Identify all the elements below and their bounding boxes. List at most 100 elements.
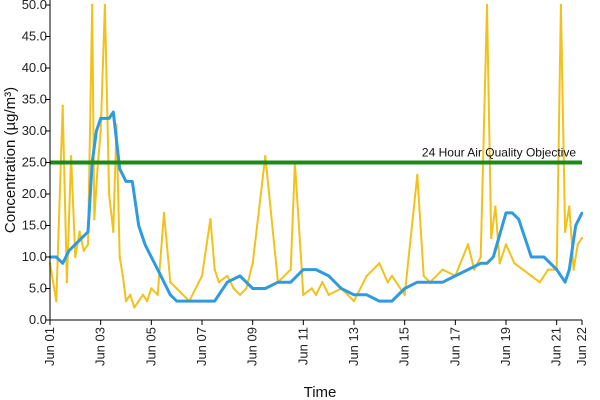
- x-tick-label: Jun 13: [346, 327, 361, 366]
- hourly-series-point: [568, 205, 571, 208]
- average-series-point: [555, 268, 558, 271]
- hourly-series-point: [466, 243, 470, 246]
- hourly-series-point: [103, 3, 107, 7]
- average-series-point: [131, 180, 134, 183]
- hourly-series-point: [118, 255, 121, 259]
- x-tick-label: Jun 05: [143, 327, 158, 366]
- hourly-series-point: [416, 173, 419, 177]
- hourly-series-point: [82, 249, 86, 252]
- average-series-point: [340, 287, 343, 290]
- average-series-point: [416, 281, 419, 284]
- hourly-series-point: [504, 243, 508, 246]
- hourly-series-point: [386, 281, 389, 284]
- y-tick-label: 50.0: [22, 0, 47, 12]
- hourly-series-point: [112, 230, 115, 233]
- hourly-series-point: [175, 287, 178, 290]
- y-tick-label: 30.0: [22, 123, 47, 138]
- average-series-point: [568, 268, 571, 271]
- hourly-series-point: [513, 262, 516, 265]
- y-tick-label: 25.0: [22, 155, 47, 170]
- average-series-point: [143, 243, 147, 246]
- average-series-point: [124, 180, 128, 183]
- hourly-series-point: [217, 281, 221, 284]
- average-series-point: [504, 211, 508, 215]
- y-tick-label: 20.0: [22, 186, 47, 201]
- y-tick-label: 0.0: [29, 312, 47, 327]
- hourly-series-point: [238, 293, 242, 296]
- average-series-point: [55, 255, 58, 259]
- average-series-point: [378, 299, 381, 303]
- hourly-series-point: [61, 104, 64, 108]
- hourly-series-point: [559, 3, 563, 7]
- average-series-point: [276, 281, 280, 284]
- hourly-series-point: [78, 230, 81, 233]
- hourly-series-point: [209, 218, 212, 221]
- hourly-series-point: [310, 287, 313, 290]
- y-tick-label: 45.0: [22, 29, 47, 44]
- x-tick-label: Jun 15: [397, 327, 412, 366]
- hourly-series-point: [245, 287, 248, 290]
- hourly-series-point: [232, 287, 235, 290]
- hourly-series-point: [251, 262, 254, 265]
- hourly-series-point: [547, 268, 550, 271]
- hourly-series-point: [107, 192, 111, 196]
- average-series-point: [511, 211, 514, 215]
- average-series-point: [99, 117, 102, 120]
- y-tick-label: 10.0: [22, 249, 47, 264]
- x-tick-label: Jun 09: [245, 327, 260, 366]
- average-series-point: [441, 281, 444, 284]
- hourly-series-point: [314, 293, 318, 296]
- hourly-series-point: [162, 211, 166, 215]
- hourly-series-point: [145, 299, 149, 303]
- hourly-series-point: [576, 243, 579, 246]
- axes-layer: [49, 0, 582, 321]
- average-series-point: [150, 255, 153, 259]
- average-series-point: [169, 293, 172, 296]
- hourly-series-point: [390, 274, 394, 278]
- hourly-series-point: [327, 293, 330, 296]
- hourly-series-point: [494, 205, 497, 208]
- average-series-point: [542, 255, 546, 259]
- average-series-point: [574, 224, 577, 227]
- hourly-series-point: [124, 299, 128, 303]
- average-series-point: [352, 293, 356, 296]
- average-series-point: [188, 299, 191, 303]
- average-series-point: [454, 274, 457, 278]
- x-tick-label: Jun 17: [447, 327, 462, 366]
- x-ticks: Jun 01 Jun 03 Jun 05 Jun 07 Jun 09 Jun 11 Jun …: [42, 320, 589, 366]
- average-series-point: [74, 243, 77, 246]
- average-series-point: [118, 167, 121, 170]
- average-series-point: [365, 293, 368, 296]
- hourly-series-point: [69, 155, 73, 158]
- hourly-series-point: [302, 293, 305, 296]
- hourly-series-point: [572, 268, 575, 271]
- hourly-series-point: [169, 281, 172, 284]
- average-series-point: [226, 281, 229, 284]
- average-series-point: [264, 287, 267, 290]
- objective-label: 24 Hour Air Quality Objective: [422, 146, 576, 160]
- average-series-point: [156, 268, 159, 271]
- hourly-series-point: [99, 129, 102, 133]
- hourly-series-point: [137, 299, 140, 303]
- hourly-series-point: [121, 274, 125, 278]
- x-tick-label: Jun 22: [574, 327, 589, 366]
- x-tick-label: Jun 01: [42, 327, 57, 366]
- hourly-series-point: [96, 167, 99, 170]
- average-series-point: [314, 268, 318, 271]
- average-series-point: [403, 287, 406, 290]
- hourly-series-point: [422, 274, 425, 278]
- average-series-point: [238, 274, 242, 278]
- hourly-series-point: [141, 293, 145, 296]
- y-tick-label: 40.0: [22, 60, 47, 75]
- average-series-point: [95, 129, 98, 133]
- x-tick-label: Jun 07: [194, 327, 209, 366]
- average-series-point: [107, 117, 111, 120]
- average-series-point: [530, 255, 533, 259]
- hourly-series-point: [74, 255, 77, 259]
- y-tick-label: 5.0: [29, 281, 47, 296]
- average-series-point: [162, 281, 166, 284]
- hourly-series-point: [365, 274, 368, 278]
- hourly-series-point: [441, 268, 444, 271]
